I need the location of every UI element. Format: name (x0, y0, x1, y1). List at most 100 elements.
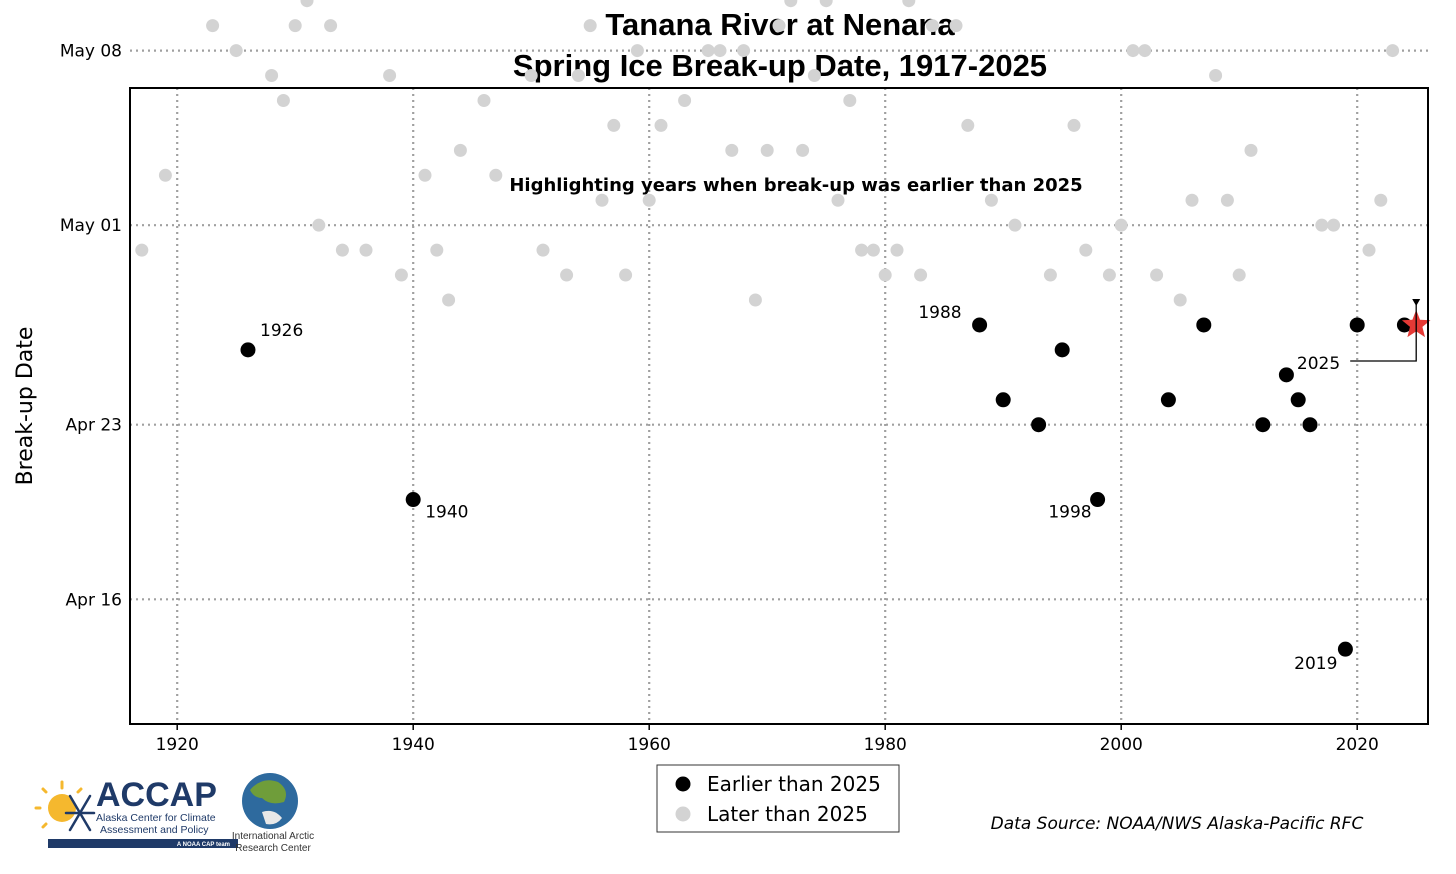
y-axis-label: Break-up Date (13, 327, 38, 486)
x-tick-label: 1940 (392, 735, 435, 755)
later-point (430, 243, 444, 257)
accap-bar (48, 839, 238, 848)
x-tick-label: 2000 (1100, 735, 1143, 755)
x-tick-label: 1980 (864, 735, 907, 755)
later-point (560, 268, 574, 282)
later-point (595, 193, 609, 207)
later-point (796, 143, 810, 157)
legend-earlier-marker (675, 776, 691, 792)
callout-line (1350, 300, 1417, 362)
later-point (324, 19, 338, 33)
later-point (1102, 268, 1116, 282)
later-point (701, 44, 715, 58)
later-point (819, 0, 833, 8)
later-point (784, 0, 798, 8)
later-point (607, 118, 621, 132)
later-point (300, 0, 314, 8)
x-tick-label: 1920 (156, 735, 199, 755)
chart-title-line2: Spring Ice Break-up Date, 1917-2025 (513, 48, 1047, 83)
earlier-point (1278, 367, 1294, 383)
plot-frame (129, 87, 1429, 725)
y-tick-label: May 01 (60, 216, 122, 236)
later-point (878, 268, 892, 282)
earlier-point (1160, 392, 1176, 408)
later-than-2025-series (135, 0, 1400, 307)
later-point (229, 44, 243, 58)
later-point (276, 93, 290, 107)
later-point (748, 293, 762, 307)
later-point (984, 193, 998, 207)
later-point (925, 19, 939, 33)
later-point (1126, 44, 1140, 58)
later-point (583, 19, 597, 33)
earlier-point (972, 317, 988, 333)
earlier-point (405, 492, 421, 508)
data-source: Data Source: NOAA/NWS Alaska-Pacific RFC (991, 814, 1364, 834)
point-year-label: 1926 (260, 321, 303, 341)
later-point (831, 193, 845, 207)
later-point (477, 93, 491, 107)
globe-icon (242, 773, 298, 829)
later-point (1220, 193, 1234, 207)
later-point (725, 143, 739, 157)
later-point (949, 19, 963, 33)
earlier-point (1031, 417, 1047, 433)
later-point (1209, 69, 1223, 83)
earlier-point (1302, 417, 1318, 433)
later-point (866, 243, 880, 257)
later-point (678, 93, 692, 107)
later-point (760, 143, 774, 157)
earlier-point (1054, 342, 1070, 358)
later-point (135, 243, 149, 257)
later-point (619, 268, 633, 282)
later-point (312, 218, 326, 232)
later-point (1386, 44, 1400, 58)
later-point (1150, 268, 1164, 282)
earlier-point (240, 342, 256, 358)
y-tick-label: May 08 (60, 42, 122, 62)
later-point (1327, 218, 1341, 232)
point-year-label: 1998 (1048, 503, 1091, 523)
later-point (855, 243, 869, 257)
later-point (394, 268, 408, 282)
later-point (1185, 193, 1199, 207)
accap-name: ACCAP (96, 776, 217, 814)
iarc-line1: International Arctic (232, 831, 314, 842)
later-point (359, 243, 373, 257)
later-point (571, 69, 585, 83)
later-point (772, 19, 786, 33)
highlight-label: 2025 (1297, 354, 1340, 374)
later-point (335, 243, 349, 257)
later-point (1079, 243, 1093, 257)
legend-earlier-label: Earlier than 2025 (707, 772, 881, 796)
later-point (206, 19, 220, 33)
earlier-point (1090, 492, 1106, 508)
earlier-point (1337, 641, 1353, 657)
later-point (1114, 218, 1128, 232)
accap-line2: Assessment and Policy (100, 824, 209, 836)
later-point (630, 44, 644, 58)
later-point (1244, 143, 1258, 157)
later-point (642, 193, 656, 207)
later-point (1362, 243, 1376, 257)
iarc-logo: International Arctic Research Center (232, 773, 314, 854)
earlier-point (1290, 392, 1306, 408)
legend: Earlier than 2025 Later than 2025 (656, 764, 900, 833)
y-tick-label: Apr 23 (66, 416, 122, 436)
later-point (158, 168, 172, 182)
later-point (843, 93, 857, 107)
later-point (654, 118, 668, 132)
legend-later-marker (675, 806, 691, 822)
accap-tagline: A NOAA CAP team (177, 842, 230, 848)
later-point (1232, 268, 1246, 282)
earlier-point (1255, 417, 1271, 433)
later-point (524, 69, 538, 83)
later-point (418, 168, 432, 182)
point-year-label: 1940 (425, 503, 468, 523)
later-point (713, 44, 727, 58)
sun-snowflake-icon (34, 780, 96, 832)
grid (130, 49, 1428, 724)
accap-logo: ACCAP Alaska Center for Climate Assessme… (34, 776, 238, 848)
point-year-labels: 1926 1940 1988 1998 2019 (260, 303, 1337, 674)
